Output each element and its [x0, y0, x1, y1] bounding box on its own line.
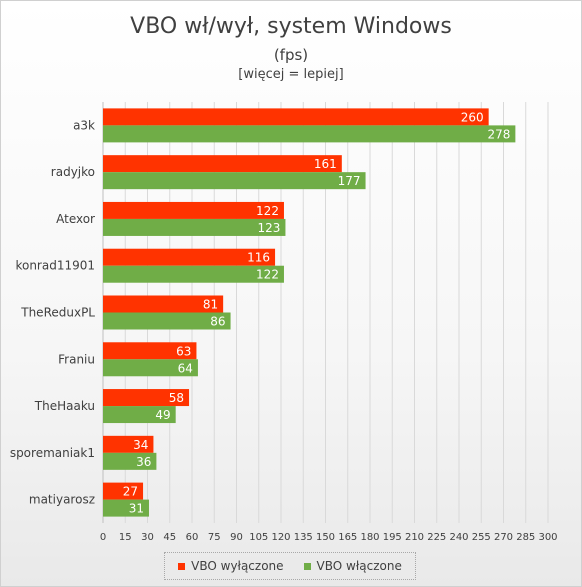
data-label: 116 [247, 251, 270, 265]
data-label: 81 [203, 298, 218, 312]
x-tick-label: 270 [494, 532, 513, 543]
x-tick-label: 60 [186, 532, 199, 543]
bar-vbo-off [103, 389, 190, 407]
x-tick-label: 150 [316, 532, 335, 543]
legend: VBO wyłączone VBO włączone [164, 552, 416, 580]
x-tick-label: 15 [119, 532, 132, 543]
bar-vbo-on [103, 125, 516, 143]
x-tick-label: 90 [230, 532, 243, 543]
bar-vbo-on [103, 452, 157, 470]
data-label: 260 [461, 110, 484, 124]
x-tick-label: 75 [208, 532, 221, 543]
legend-swatch-off [178, 562, 186, 570]
chart-note: [więcej = lepiej] [238, 67, 344, 82]
category-label: a3k [73, 118, 95, 132]
x-tick-label: 240 [449, 532, 468, 543]
x-tick-label: 255 [472, 532, 491, 543]
legend-item-on: VBO włączone [303, 559, 402, 573]
x-tick-label: 225 [427, 532, 446, 543]
bar-vbo-off [103, 108, 489, 126]
x-tick-label: 165 [338, 532, 357, 543]
data-label: 122 [256, 204, 279, 218]
legend-label-off: VBO wyłączone [191, 559, 284, 573]
data-label: 31 [129, 502, 144, 516]
chart-subtitle: (fps) [273, 46, 309, 64]
data-label: 27 [123, 485, 138, 499]
category-label: TheHaaku [34, 399, 95, 413]
bar-vbo-on [103, 406, 176, 424]
data-label: 58 [169, 391, 184, 405]
bar-vbo-on [103, 172, 366, 190]
category-label: TheReduxPL [20, 306, 95, 320]
bar-vbo-off [103, 155, 342, 173]
x-tick-label: 135 [294, 532, 313, 543]
bar-vbo-on [103, 312, 231, 330]
x-tick-label: 105 [249, 532, 268, 543]
bar-vbo-on [103, 265, 284, 283]
bar-vbo-off [103, 201, 284, 219]
bar-vbo-off [103, 482, 144, 500]
data-label: 86 [210, 315, 225, 329]
x-tick-label: 0 [100, 532, 106, 543]
chart-title: VBO wł/wył, system Windows [130, 14, 452, 39]
legend-label-on: VBO włączone [316, 559, 402, 573]
legend-item-off: VBO wyłączone [178, 559, 284, 573]
data-label: 123 [258, 221, 281, 235]
x-tick-label: 180 [360, 532, 379, 543]
x-tick-label: 195 [383, 532, 402, 543]
bar-vbo-off [103, 248, 276, 266]
x-tick-label: 30 [141, 532, 154, 543]
bar-vbo-on [103, 218, 286, 236]
data-label: 278 [487, 127, 510, 141]
category-label: sporemaniak1 [10, 446, 95, 460]
x-tick-label: 45 [163, 532, 176, 543]
data-label: 161 [314, 157, 337, 171]
data-label: 122 [256, 268, 279, 282]
data-label: 63 [176, 344, 191, 358]
category-label: Franiu [58, 352, 95, 366]
x-tick-label: 210 [405, 532, 424, 543]
bar-vbo-on [103, 359, 198, 377]
category-label: konrad11901 [15, 259, 95, 273]
category-label: matiyarosz [29, 493, 95, 507]
data-label: 177 [338, 174, 361, 188]
x-tick-label: 300 [538, 532, 557, 543]
category-label: radyjko [51, 165, 95, 179]
x-tick-label: 285 [516, 532, 535, 543]
data-label: 49 [155, 408, 170, 422]
data-label: 36 [136, 455, 151, 469]
bar-vbo-off [103, 295, 224, 313]
bar-vbo-on [103, 499, 149, 517]
bar-vbo-off [103, 435, 154, 453]
category-label: Atexor [56, 212, 95, 226]
x-tick-label: 120 [271, 532, 290, 543]
legend-swatch-on [303, 562, 311, 570]
data-label: 64 [178, 361, 193, 375]
data-label: 34 [133, 438, 148, 452]
bar-vbo-off [103, 342, 197, 360]
